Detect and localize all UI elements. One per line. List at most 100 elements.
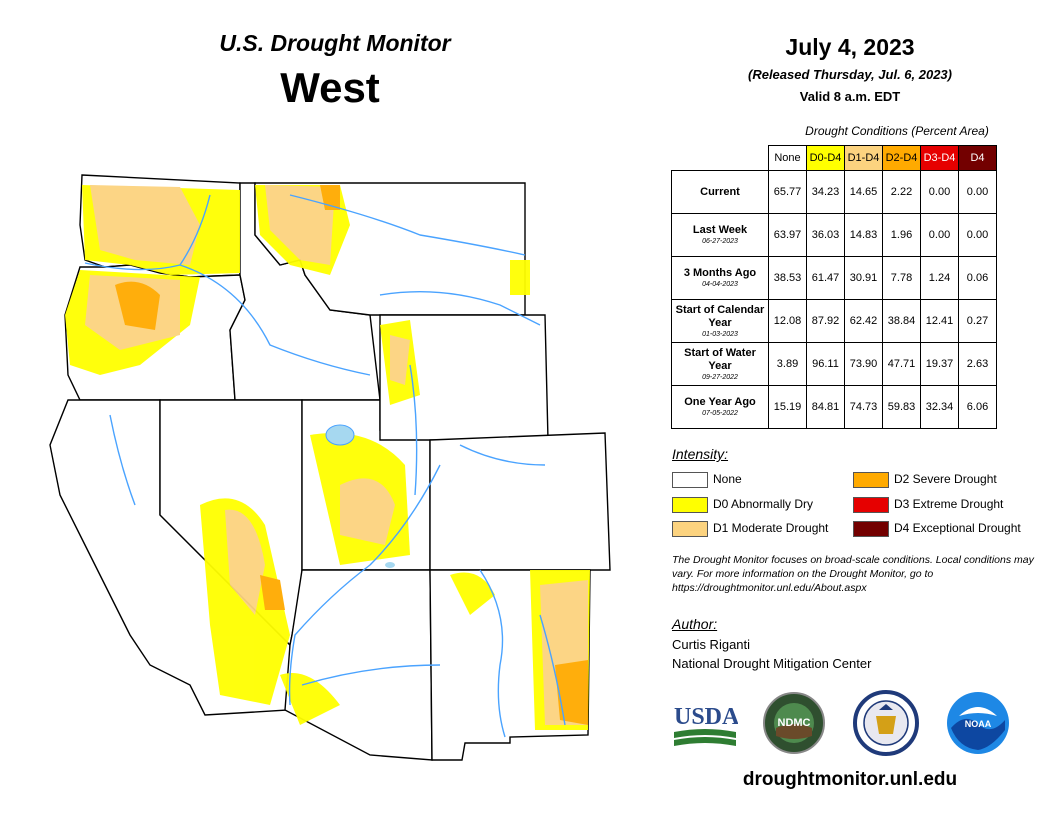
- map-date: July 4, 2023: [785, 34, 915, 60]
- green-river: [409, 364, 418, 496]
- drought-areas: [65, 185, 590, 730]
- d1-area: [390, 335, 410, 385]
- row-label: Start of Water Year 09-27-2022: [671, 342, 769, 386]
- legend-item-d3: D3 Extreme Drought: [853, 496, 1003, 513]
- table-header-row: None D0-D4 D1-D4 D2-D4 D3-D4 D4: [672, 145, 997, 171]
- cell: 73.90: [844, 342, 883, 386]
- missouri-river: [289, 194, 526, 256]
- release-date: (Released Thursday, Jul. 6, 2023): [748, 67, 952, 82]
- cell: 36.03: [806, 213, 845, 257]
- legend-item-d2: D2 Severe Drought: [853, 471, 997, 488]
- row-label: Last Week 06-27-2023: [671, 213, 769, 257]
- valid-time: Valid 8 a.m. EDT: [799, 89, 901, 104]
- sacramento-river: [109, 414, 136, 506]
- col-d2-d4: D2-D4: [882, 145, 921, 171]
- rivers: [84, 194, 566, 738]
- cell: 6.06: [958, 385, 997, 429]
- lake-powell: [385, 562, 395, 568]
- cell: 2.63: [958, 342, 997, 386]
- cell: 19.37: [920, 342, 959, 386]
- legend-swatch: [672, 496, 708, 513]
- cell: 0.06: [958, 256, 997, 300]
- usda-logo: USDA: [674, 704, 738, 746]
- state-colorado: [429, 432, 611, 571]
- legend-item-d0: D0 Abnormally Dry: [672, 496, 813, 513]
- cell: 84.81: [806, 385, 845, 429]
- cell: 0.27: [958, 299, 997, 343]
- row-label: Current: [671, 170, 769, 214]
- disclaimer-note: The Drought Monitor focuses on broad-sca…: [672, 554, 1034, 594]
- legend-item-none: None: [672, 471, 742, 488]
- drought-stats-table: None D0-D4 D1-D4 D2-D4 D3-D4 D4 Current …: [671, 145, 997, 429]
- table-row: Current 65.77 34.23 14.65 2.22 0.00 0.00: [671, 170, 997, 214]
- cell: 87.92: [806, 299, 845, 343]
- drought-map: [49, 174, 611, 761]
- table-row: Last Week 06-27-2023 63.97 36.03 14.83 1.…: [671, 213, 997, 257]
- gila-river: [301, 664, 441, 686]
- d1-area: [90, 185, 200, 265]
- cell: 14.65: [844, 170, 883, 214]
- cell: 32.34: [920, 385, 959, 429]
- cell: 61.47: [806, 256, 845, 300]
- cell: 65.77: [768, 170, 807, 214]
- legend-swatch: [853, 471, 889, 488]
- cell: 34.23: [806, 170, 845, 214]
- cell: 0.00: [920, 213, 959, 257]
- row-label: One Year Ago 07-05-2022: [671, 385, 769, 429]
- legend-title: Intensity:: [672, 446, 729, 462]
- snake-river: [179, 264, 371, 376]
- cell: 7.78: [882, 256, 921, 300]
- noaa-logo: NOAA: [947, 692, 1009, 754]
- svg-text:NOAA: NOAA: [965, 719, 992, 729]
- cell: 2.22: [882, 170, 921, 214]
- table-row: Start of Water Year 09-27-2022 3.89 96.11…: [671, 342, 997, 386]
- cell: 0.00: [958, 170, 997, 214]
- doc-seal-logo: [853, 690, 919, 756]
- d1-area: [340, 478, 395, 545]
- cell: 38.84: [882, 299, 921, 343]
- table-caption: Drought Conditions (Percent Area): [805, 124, 989, 138]
- legend-swatch: [853, 496, 889, 513]
- col-d4: D4: [958, 145, 997, 171]
- cell: 3.89: [768, 342, 807, 386]
- cell: 96.11: [806, 342, 845, 386]
- legend-swatch: [672, 471, 708, 488]
- legend-swatch: [853, 520, 889, 537]
- cell: 15.19: [768, 385, 807, 429]
- d0-area: [510, 260, 530, 295]
- cell: 1.24: [920, 256, 959, 300]
- cell: 0.00: [958, 213, 997, 257]
- product-title: U.S. Drought Monitor: [219, 30, 451, 56]
- colorado-river: [288, 464, 441, 706]
- col-d0-d4: D0-D4: [806, 145, 845, 171]
- d1-area: [225, 509, 265, 615]
- d0-area: [280, 673, 340, 725]
- table-row: Start of Calendar Year 01-03-2023 12.08 8…: [671, 299, 997, 343]
- yellowstone-river: [379, 290, 541, 326]
- legend-swatch: [672, 520, 708, 537]
- table-row: One Year Ago 07-05-2022 15.19 84.81 74.73…: [671, 385, 997, 429]
- cell: 63.97: [768, 213, 807, 257]
- platte-river: [459, 444, 546, 466]
- d1-area: [265, 185, 335, 265]
- svg-text:NDMC: NDMC: [778, 717, 811, 729]
- d2-area: [260, 575, 285, 610]
- legend-item-d4: D4 Exceptional Drought: [853, 520, 1021, 537]
- d2-area: [555, 660, 588, 725]
- d0-area: [450, 572, 495, 615]
- state-arizona: [284, 569, 433, 761]
- cell: 14.83: [844, 213, 883, 257]
- great-salt-lake: [325, 424, 355, 446]
- website-url[interactable]: droughtmonitor.unl.edu: [742, 769, 958, 790]
- cell: 38.53: [768, 256, 807, 300]
- pecos-river: [539, 614, 566, 726]
- rio-grande: [479, 569, 506, 738]
- col-none: None: [768, 145, 807, 171]
- row-label: Start of Calendar Year 01-03-2023: [671, 299, 769, 343]
- cell: 12.41: [920, 299, 959, 343]
- cell: 59.83: [882, 385, 921, 429]
- author-name: Curtis Riganti: [672, 637, 751, 652]
- row-label: 3 Months Ago 04-04-2023: [671, 256, 769, 300]
- cell: 62.42: [844, 299, 883, 343]
- columbia-river: [84, 194, 211, 271]
